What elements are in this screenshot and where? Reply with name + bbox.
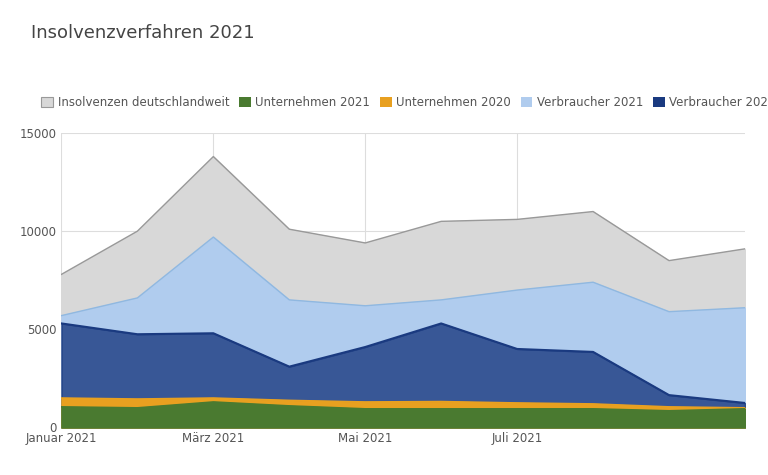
Text: Insolvenzverfahren 2021: Insolvenzverfahren 2021 xyxy=(31,24,254,42)
Legend: Insolvenzen deutschlandweit, Unternehmen 2021, Unternehmen 2020, Verbraucher 202: Insolvenzen deutschlandweit, Unternehmen… xyxy=(37,91,768,114)
